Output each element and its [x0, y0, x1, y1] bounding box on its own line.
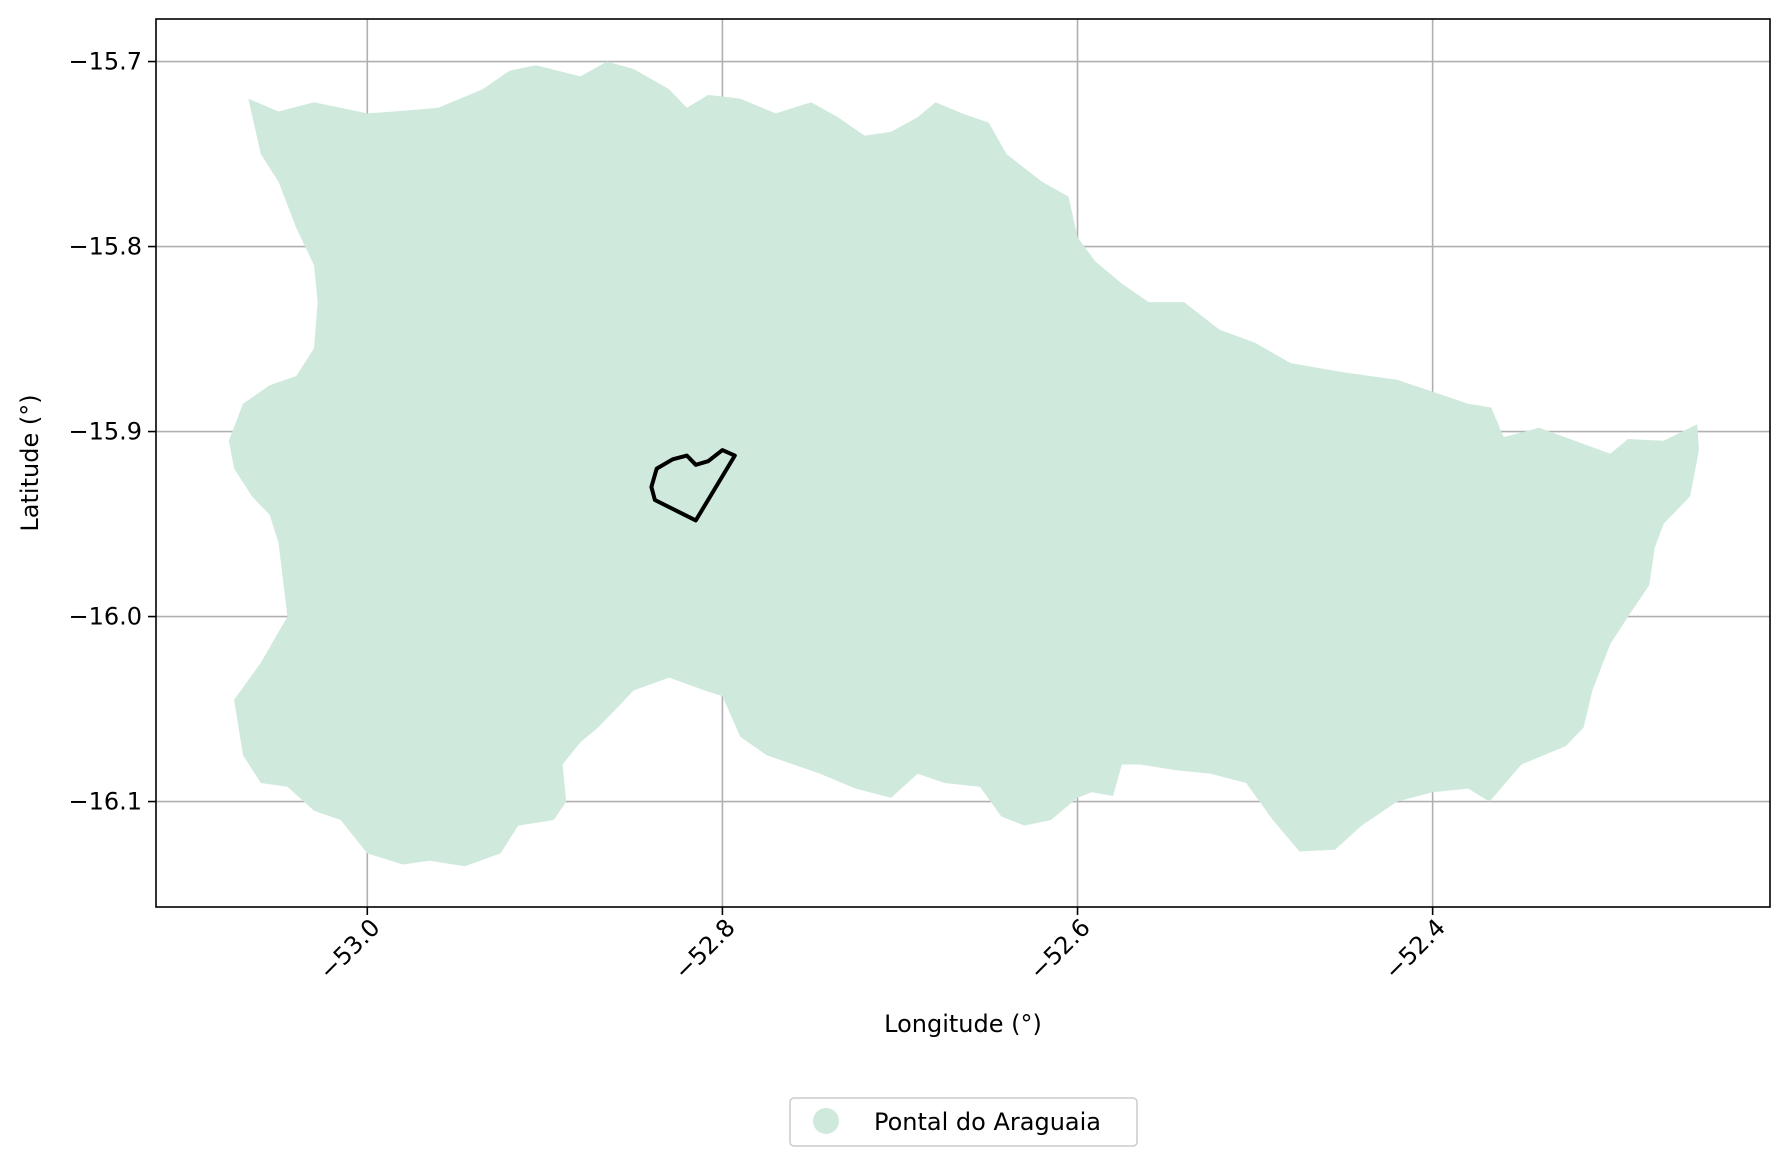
legend-marker	[813, 1108, 839, 1134]
legend-box	[789, 1097, 1138, 1147]
legend-label: Pontal do Araguaia	[874, 1108, 1101, 1136]
x-axis-label: Longitude (°)	[884, 1010, 1042, 1038]
area-outline	[649, 448, 737, 523]
y-tick-label: −15.8	[68, 233, 142, 261]
y-tick-label: −16.0	[68, 603, 142, 631]
plot-frame	[155, 18, 1771, 908]
legend: Pontal do Araguaia	[789, 1097, 1138, 1147]
y-axis-label: Latitude (°)	[16, 394, 44, 531]
y-tick-label: −15.9	[68, 418, 142, 446]
y-tick-label: −15.7	[68, 48, 142, 76]
municipality-polygon	[228, 61, 1699, 867]
y-tick-label: −16.1	[68, 788, 142, 816]
map-layers	[228, 61, 1699, 867]
y-axis-ticks: −15.7 −15.8 −15.9 −16.0 −16.1	[68, 48, 156, 816]
